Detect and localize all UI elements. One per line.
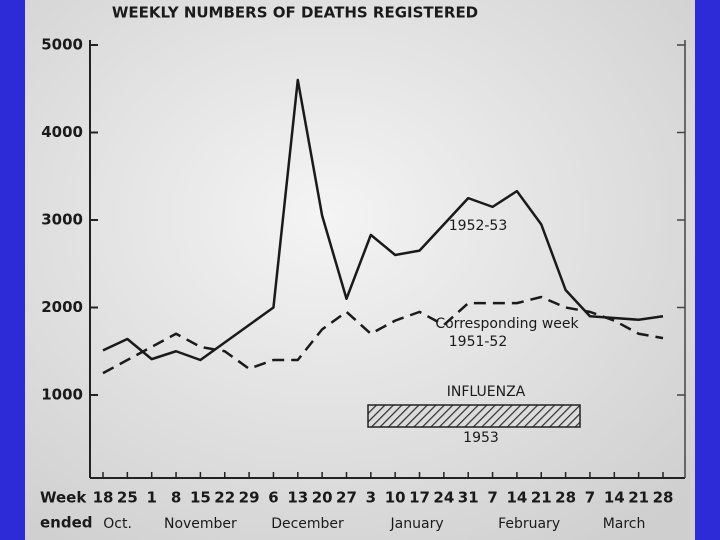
x-tick-label: 14: [506, 489, 527, 507]
annotation: 1951-52: [449, 334, 508, 350]
annotation: 1953: [463, 430, 499, 446]
x-axis-label: Week: [40, 489, 87, 507]
x-tick-label: 20: [312, 489, 333, 507]
series-line: [102, 78, 664, 362]
month-label: January: [390, 516, 444, 532]
y-tick-label: 2000: [41, 298, 83, 316]
x-axis-label: ended: [40, 514, 93, 532]
y-tick-label: 5000: [41, 36, 83, 54]
y-tick-label: 1000: [41, 386, 83, 404]
x-tick-label: 6: [268, 489, 278, 507]
x-tick-label: 1: [146, 489, 156, 507]
x-tick-label: 24: [433, 489, 454, 507]
x-tick-label: 27: [336, 489, 357, 507]
y-tick-label: 3000: [41, 211, 83, 229]
x-tick-label: 28: [653, 489, 674, 507]
month-label: November: [164, 516, 237, 532]
x-tick-label: 10: [385, 489, 406, 507]
influenza-bar: [367, 404, 581, 428]
x-tick-label: 18: [93, 489, 114, 507]
y-tick-label: 4000: [41, 123, 83, 141]
annotation: INFLUENZA: [447, 384, 526, 400]
photo-background: [25, 0, 695, 540]
x-tick-label: 29: [239, 489, 260, 507]
x-tick-label: 25: [117, 489, 138, 507]
x-tick-label: 15: [190, 489, 211, 507]
x-tick-label: 14: [604, 489, 625, 507]
x-tick-label: 3: [366, 489, 376, 507]
month-label: Oct.: [103, 516, 132, 532]
x-tick-label: 21: [628, 489, 649, 507]
x-tick-label: 7: [487, 489, 497, 507]
series-line: [102, 295, 664, 375]
x-tick-label: 7: [585, 489, 595, 507]
annotation: 1952-53: [449, 218, 508, 234]
month-label: March: [603, 516, 646, 532]
x-tick-label: 31: [458, 489, 479, 507]
x-tick-label: 21: [531, 489, 552, 507]
chart-title: WEEKLY NUMBERS OF DEATHS REGISTERED: [112, 4, 478, 22]
month-label: February: [498, 516, 560, 532]
x-tick-label: 28: [555, 489, 576, 507]
x-tick-label: 22: [214, 489, 235, 507]
x-tick-label: 17: [409, 489, 430, 507]
annotation: Corresponding week: [435, 316, 579, 332]
x-tick-label: 8: [171, 489, 181, 507]
x-tick-label: 13: [287, 489, 308, 507]
month-label: December: [271, 516, 344, 532]
